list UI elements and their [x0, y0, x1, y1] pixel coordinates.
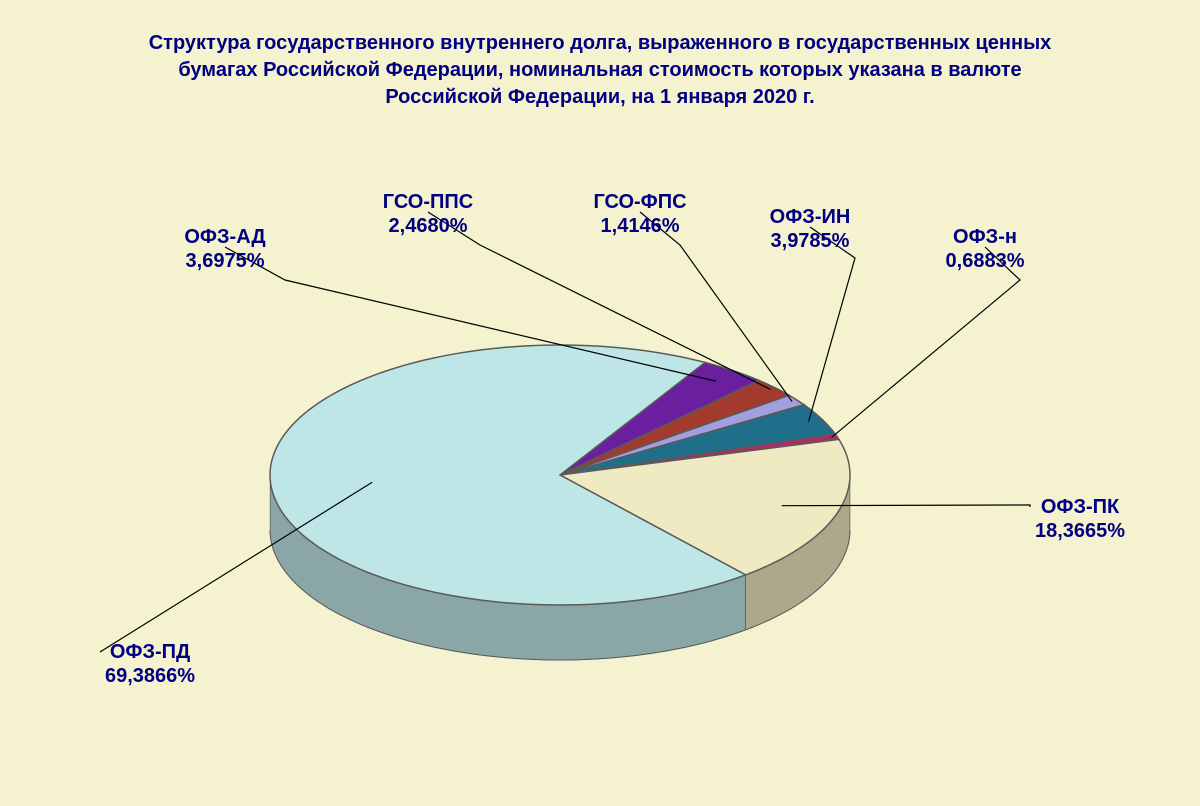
slice-label: ОФЗ-ПД69,3866% [105, 640, 195, 688]
chart-container: Структура государственного внутреннего д… [0, 0, 1200, 806]
slice-label: ОФЗ-н0,6883% [946, 225, 1025, 273]
slice-percent: 69,3866% [105, 664, 195, 688]
slice-name: ОФЗ-ПК [1041, 496, 1119, 518]
slice-label: ОФЗ-ИН3,9785% [770, 205, 851, 253]
slice-percent: 0,6883% [946, 249, 1025, 273]
slice-percent: 3,9785% [770, 229, 851, 253]
slice-percent: 1,4146% [593, 214, 686, 238]
slice-name: ОФЗ-АД [184, 226, 265, 248]
slice-label: ОФЗ-ПК18,3665% [1035, 495, 1125, 543]
slice-label: ГСО-ППС2,4680% [383, 190, 473, 238]
slice-name: ГСО-ФПС [593, 191, 686, 213]
slice-percent: 2,4680% [383, 214, 473, 238]
slice-percent: 18,3665% [1035, 519, 1125, 543]
slice-name: ОФЗ-ИН [770, 206, 851, 228]
slice-name: ГСО-ППС [383, 191, 473, 213]
slice-percent: 3,6975% [184, 249, 265, 273]
slice-name: ОФЗ-н [953, 226, 1017, 248]
slice-name: ОФЗ-ПД [110, 641, 190, 663]
slice-label: ОФЗ-АД3,6975% [184, 225, 265, 273]
slice-label: ГСО-ФПС1,4146% [593, 190, 686, 238]
